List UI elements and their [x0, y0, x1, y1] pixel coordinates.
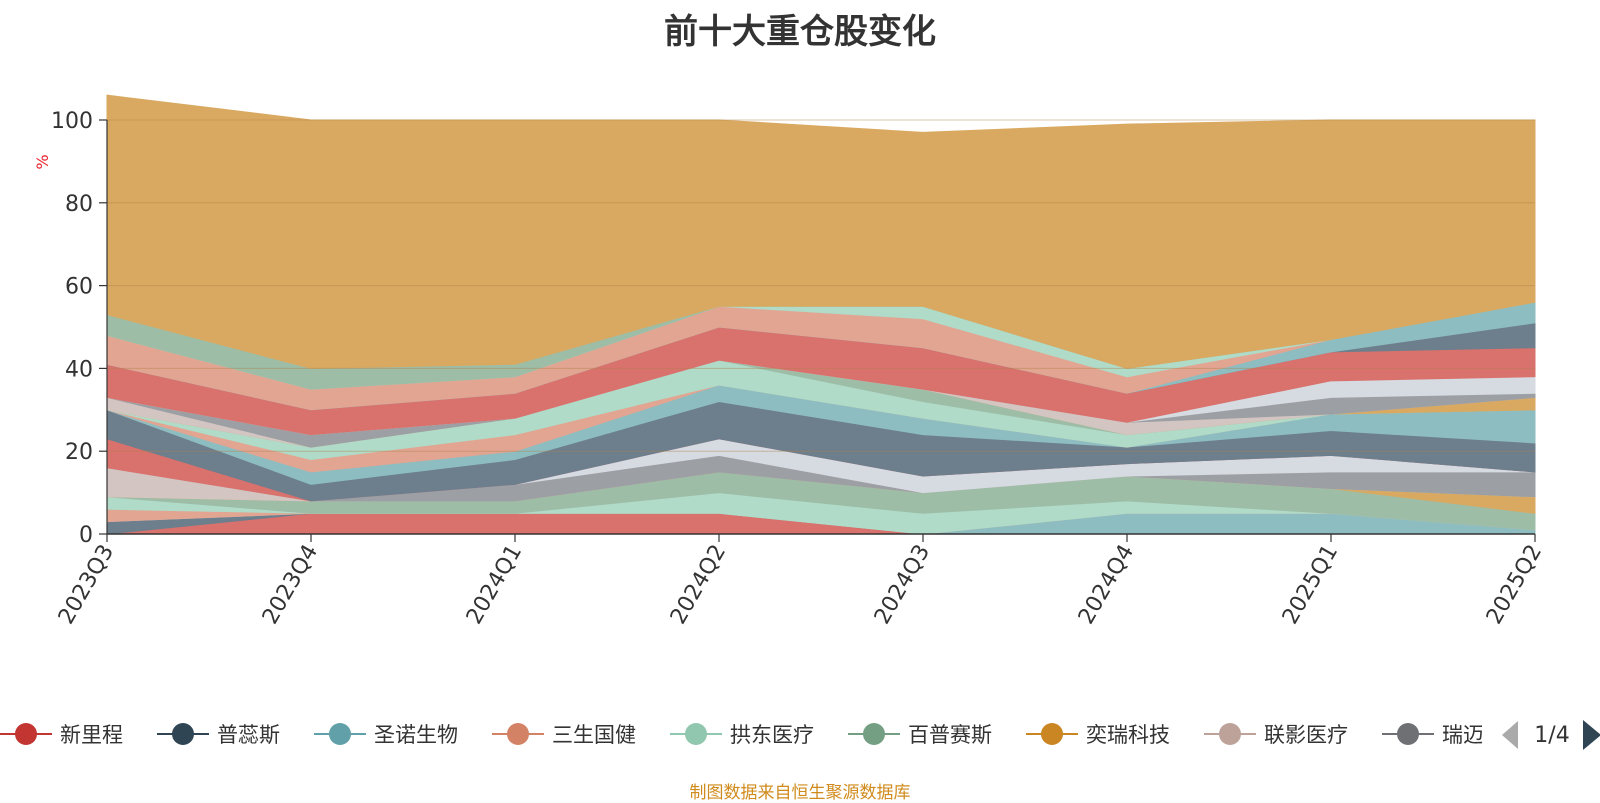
legend-item[interactable]: 拱东医疗 — [670, 723, 814, 747]
legend-circle-marker — [172, 723, 194, 745]
legend-circle-marker — [507, 723, 529, 745]
x-tick-label: 2025Q2 — [1482, 541, 1547, 629]
legend-circle-marker — [1041, 723, 1063, 745]
y-tick-label: 80 — [65, 192, 93, 217]
y-tick-label: 60 — [65, 275, 93, 300]
legend-items: 新里程 普蕊斯 圣诺生物 三生国健 拱东医疗 百普赛斯 奕瑞科技 联影医疗 瑞迈特 — [0, 723, 1505, 747]
x-tick-label: 2024Q4 — [1074, 541, 1139, 629]
x-tick-label: 2024Q3 — [870, 541, 935, 629]
legend-item[interactable]: 新里程 — [0, 723, 123, 747]
legend-label: 普蕊斯 — [217, 723, 280, 747]
legend-next-page-icon[interactable] — [1583, 720, 1600, 750]
legend-circle-marker — [685, 723, 707, 745]
chart-title: 前十大重仓股变化 — [664, 12, 936, 52]
legend-label: 联影医疗 — [1264, 723, 1348, 747]
legend-prev-page-icon[interactable] — [1502, 721, 1518, 749]
grid-lines — [107, 119, 1535, 452]
x-tick-label: 2024Q2 — [666, 541, 731, 629]
legend-item[interactable]: 瑞迈特 — [1382, 723, 1505, 747]
legend-item[interactable]: 圣诺生物 — [314, 723, 458, 747]
legend-item[interactable]: 奕瑞科技 — [1026, 723, 1170, 747]
legend-label: 奕瑞科技 — [1086, 723, 1170, 747]
legend-label: 百普赛斯 — [908, 723, 992, 747]
y-axis-label: % — [33, 154, 52, 169]
legend-label: 圣诺生物 — [374, 723, 458, 747]
legend: 新里程 普蕊斯 圣诺生物 三生国健 拱东医疗 百普赛斯 奕瑞科技 联影医疗 瑞迈特 1/4 — [0, 720, 1600, 750]
legend-circle-marker — [1397, 723, 1419, 745]
legend-item[interactable]: 三生国健 — [492, 723, 636, 747]
y-tick-label: 20 — [65, 440, 93, 465]
legend-label: 三生国健 — [552, 723, 636, 747]
y-tick-label: 40 — [65, 357, 93, 382]
x-tick-label: 2023Q4 — [258, 541, 323, 629]
legend-circle-marker — [329, 723, 351, 745]
legend-circle-marker — [1219, 723, 1241, 745]
x-tick-label: 2023Q3 — [54, 541, 119, 629]
legend-item[interactable]: 百普赛斯 — [848, 723, 992, 747]
source-note: 制图数据来自恒生聚源数据库 — [689, 783, 911, 803]
y-tick-label: 100 — [51, 109, 93, 134]
x-tick-label: 2025Q1 — [1278, 541, 1343, 629]
x-tick-label: 2024Q1 — [462, 541, 527, 629]
legend-label: 拱东医疗 — [730, 723, 814, 747]
legend-item[interactable]: 普蕊斯 — [157, 723, 280, 747]
area-series-26 — [106, 94, 1536, 369]
legend-label: 瑞迈特 — [1442, 723, 1505, 747]
legend-circle-marker — [15, 723, 37, 745]
legend-circle-marker — [863, 723, 885, 745]
legend-item[interactable]: 联影医疗 — [1204, 723, 1348, 747]
legend-label: 新里程 — [60, 723, 123, 747]
plot-areas — [106, 94, 1536, 535]
legend-page-indicator: 1/4 — [1534, 723, 1569, 748]
y-tick-label: 0 — [79, 523, 93, 548]
